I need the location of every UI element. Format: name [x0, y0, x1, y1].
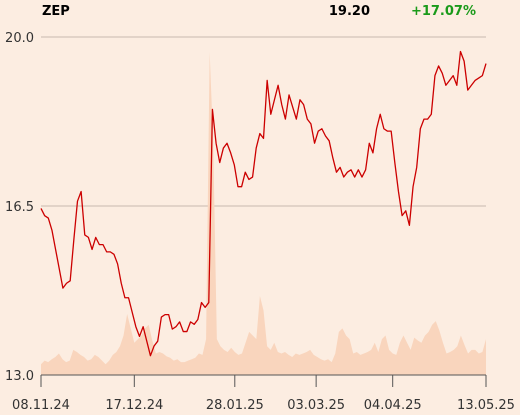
price-line [40, 50, 487, 357]
y-tick-label: 20.0 [5, 31, 34, 46]
current-price: 19.20 [329, 4, 370, 19]
tick-labels: 20.0 16.5 13.0 08.11.24 17.12.24 28.01.25 03.0… [5, 31, 515, 413]
volume-area [41, 52, 486, 375]
x-tick-label: 28.01.25 [206, 398, 264, 413]
x-axis [40, 374, 487, 387]
x-tick-label: 17.12.24 [105, 398, 163, 413]
y-tick-label: 16.5 [5, 200, 34, 215]
x-tick-label: 04.04.25 [364, 398, 422, 413]
price-change-percent: +17.07% [411, 4, 476, 19]
y-tick-label: 13.0 [5, 369, 34, 384]
x-tick-label: 13.05.25 [457, 398, 515, 413]
x-tick-label: 08.11.24 [12, 398, 70, 413]
price-line-layer [40, 50, 487, 357]
ticker-symbol: ZEP [42, 4, 70, 19]
volume-area-layer [41, 52, 486, 375]
x-tick-label: 03.03.25 [287, 398, 345, 413]
